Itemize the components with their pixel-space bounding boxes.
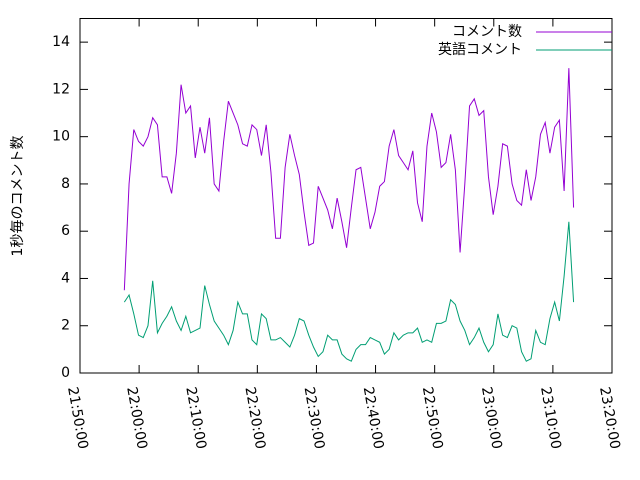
y-axis-label: 1秒毎のコメント数 (10, 136, 26, 257)
plot-border (79, 18, 613, 374)
y-tick-label: 8 (61, 176, 70, 192)
series-line (123, 221, 575, 362)
y-tick-label: 2 (61, 318, 70, 334)
y-tick-label: 4 (61, 270, 70, 286)
legend-label: コメント数 (452, 24, 522, 40)
series-line (123, 68, 575, 291)
y-tick-label: 12 (52, 81, 70, 97)
legend-label: 英語コメント (438, 41, 522, 58)
y-tick-label: 0 (61, 365, 70, 381)
y-tick-label: 14 (52, 34, 70, 50)
y-tick-label: 6 (61, 223, 70, 239)
y-tick-label: 10 (52, 129, 70, 145)
